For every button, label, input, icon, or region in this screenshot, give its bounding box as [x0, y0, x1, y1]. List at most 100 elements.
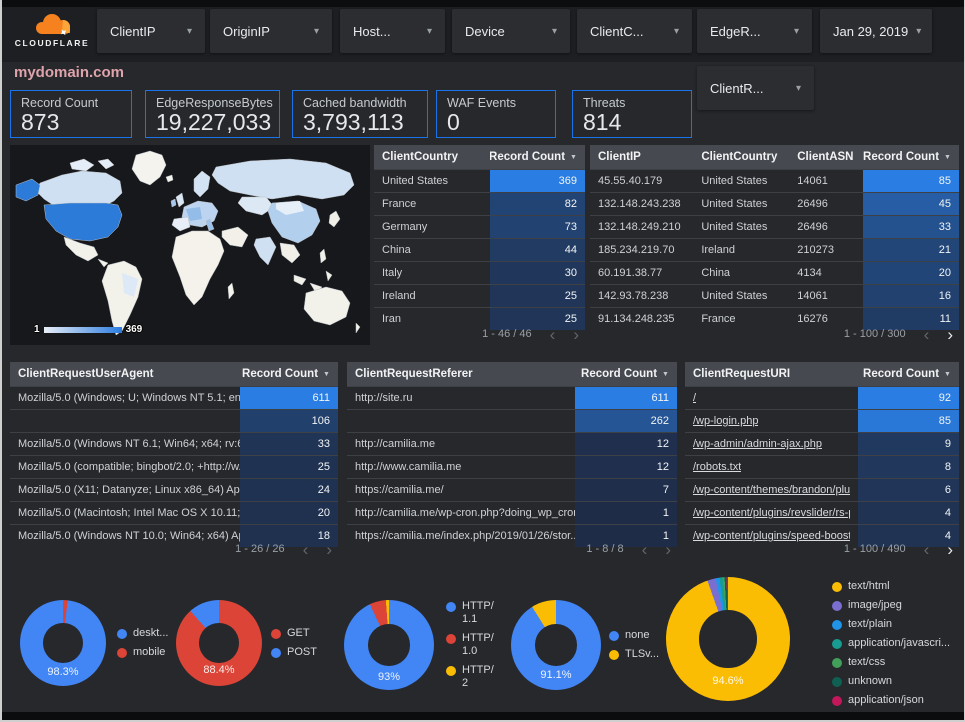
- uri-link[interactable]: /robots.txt: [693, 461, 742, 473]
- column-header-record-count[interactable]: Record Count ▼: [490, 151, 577, 163]
- uri-link[interactable]: /wp-content/plugins/speed-booste...: [693, 530, 850, 542]
- uri-link[interactable]: /wp-content/plugins/revslider/rs-p...: [693, 507, 850, 519]
- legend-item[interactable]: GET: [271, 627, 317, 640]
- cell: /wp-content/themes/brandon/plu...: [685, 479, 858, 501]
- legend-item[interactable]: HTTP/1.0: [446, 632, 498, 658]
- table-row: Iran 25: [374, 307, 585, 330]
- legend-label: TLSv...: [625, 648, 660, 660]
- column-header-clientip[interactable]: ClientIP: [598, 151, 641, 163]
- filter-chip-device[interactable]: Device ▾: [452, 9, 570, 53]
- chevron-down-icon: ▾: [916, 25, 922, 37]
- table-row: Mozilla/5.0 (Windows NT 6.1; Win64; x64;…: [10, 432, 338, 455]
- sort-descending-icon[interactable]: ▼: [662, 370, 669, 378]
- uri-link[interactable]: /: [693, 392, 697, 404]
- filter-label: ClientC...: [590, 23, 644, 39]
- table-row: 132.148.249.210 United States 26496 33: [590, 215, 959, 238]
- filter-chip-clientip[interactable]: ClientIP ▾: [97, 9, 205, 53]
- legend-item[interactable]: mobile: [117, 646, 168, 659]
- chevron-down-icon: ▾: [673, 25, 679, 37]
- legend-item[interactable]: application/json: [832, 694, 950, 707]
- donut-chart[interactable]: 98.3%: [20, 600, 106, 686]
- column-header-clientrequestuseragent[interactable]: ClientRequestUserAgent: [18, 368, 154, 380]
- legend-item[interactable]: HTTP/1.1: [446, 600, 498, 626]
- uri-link[interactable]: /wp-login.php: [693, 415, 759, 427]
- filter-label: Device: [465, 23, 505, 39]
- column-header-clientrequestreferer[interactable]: ClientRequestReferer: [355, 368, 473, 380]
- sort-descending-icon[interactable]: ▼: [323, 370, 330, 378]
- column-header-clientrequesturi[interactable]: ClientRequestURI: [693, 368, 791, 380]
- record-count-cell: 20: [239, 502, 338, 524]
- prev-page-icon[interactable]: ‹: [923, 539, 930, 559]
- donut-chart[interactable]: 94.6%: [666, 577, 790, 701]
- column-header-clientcountry[interactable]: ClientCountry: [382, 151, 459, 163]
- filter-chip-host[interactable]: Host... ▾: [340, 9, 445, 53]
- geo-map-panel[interactable]: 1 369: [10, 145, 370, 345]
- filter-chip-clientc[interactable]: ClientC... ▾: [577, 9, 692, 53]
- prev-page-icon[interactable]: ‹: [641, 539, 648, 559]
- uri-link[interactable]: /wp-admin/admin-ajax.php: [693, 438, 823, 450]
- legend-item[interactable]: unknown: [832, 675, 950, 688]
- donut-chart[interactable]: 88.4%: [176, 600, 262, 686]
- legend-label: application/json: [848, 694, 924, 706]
- record-count-cell: 16: [863, 285, 959, 307]
- next-page-icon[interactable]: ›: [947, 539, 953, 559]
- legend-item[interactable]: text/plain: [832, 618, 950, 631]
- scorecard-edgeresponsebytes: EdgeResponseBytes 19,227,033: [145, 90, 280, 138]
- donut-legend: text/html image/jpeg text/plain application…: [832, 577, 950, 720]
- record-count-cell: 82: [490, 193, 585, 215]
- next-page-icon[interactable]: ›: [573, 324, 579, 344]
- column-header-clientasn[interactable]: ClientASN: [797, 151, 854, 163]
- record-count-cell: 12: [574, 456, 677, 478]
- cell: [347, 410, 575, 432]
- next-page-icon[interactable]: ›: [665, 539, 671, 559]
- uri-link[interactable]: /wp-content/themes/brandon/plu...: [693, 484, 850, 496]
- column-header-record-count[interactable]: Record Count ▼: [863, 151, 951, 163]
- table-row: /wp-content/themes/brandon/plu... 6: [685, 478, 959, 501]
- filter-chip-originip[interactable]: OriginIP ▾: [210, 9, 332, 53]
- table-row: http://camilia.me/wp-cron.php?doing_wp_c…: [347, 501, 677, 524]
- column-header-clientcountry[interactable]: ClientCountry: [701, 151, 778, 163]
- legend-item[interactable]: none: [609, 629, 659, 642]
- legend-color-dot: [446, 602, 456, 612]
- table-header: ClientIP ClientCountry ClientASN Record Cou…: [590, 145, 959, 169]
- table-row: / 92: [685, 386, 959, 409]
- column-header-record-count[interactable]: Record Count ▼: [863, 368, 951, 380]
- prev-page-icon[interactable]: ‹: [549, 324, 556, 344]
- donut-legend: none TLSv...: [609, 626, 659, 664]
- legend-item[interactable]: POST: [271, 646, 317, 659]
- legend-label: GET: [287, 627, 310, 639]
- legend-item[interactable]: TLSv...: [609, 648, 659, 661]
- cell: [10, 410, 240, 432]
- table-row: United States 369: [374, 169, 585, 192]
- record-count-cell: 4: [857, 525, 959, 547]
- cell: 16276: [797, 313, 828, 325]
- page-title: mydomain.com: [14, 64, 125, 81]
- legend-item[interactable]: deskt...: [117, 627, 168, 640]
- legend-label: HTTP/1.1: [462, 600, 494, 625]
- prev-page-icon[interactable]: ‹: [923, 324, 930, 344]
- donut-chart[interactable]: 93%: [344, 600, 434, 690]
- donut-chart[interactable]: 91.1%: [511, 600, 601, 690]
- legend-item[interactable]: image/jpeg: [832, 599, 950, 612]
- cell: United States: [701, 198, 768, 210]
- filter-chip-edger[interactable]: EdgeR... ▾: [697, 9, 812, 53]
- cell: 210273: [797, 244, 834, 256]
- column-header-record-count[interactable]: Record Count ▼: [581, 368, 669, 380]
- legend-label: POST: [287, 646, 317, 658]
- next-page-icon[interactable]: ›: [326, 539, 332, 559]
- filter-chip-jan-29-2019[interactable]: Jan 29, 2019 ▾: [820, 9, 932, 53]
- cell: Mozilla/5.0 (Windows NT 6.1; Win64; x64;…: [18, 438, 240, 450]
- sort-descending-icon[interactable]: ▼: [944, 153, 951, 161]
- next-page-icon[interactable]: ›: [947, 324, 953, 344]
- prev-page-icon[interactable]: ‹: [302, 539, 309, 559]
- legend-item[interactable]: application/javascri...: [832, 637, 950, 650]
- table-row: /wp-login.php 85: [685, 409, 959, 432]
- legend-item[interactable]: text/html: [832, 580, 950, 593]
- sort-descending-icon[interactable]: ▼: [944, 370, 951, 378]
- legend-item[interactable]: HTTP/2: [446, 664, 498, 690]
- column-header-record-count[interactable]: Record Count ▼: [242, 368, 330, 380]
- sort-descending-icon[interactable]: ▼: [570, 153, 577, 161]
- table-row: Mozilla/5.0 (Windows NT 10.0; Win64; x64…: [10, 524, 338, 547]
- filter-chip-clientrequest[interactable]: ClientR... ▾: [697, 66, 814, 110]
- legend-item[interactable]: text/css: [832, 656, 950, 669]
